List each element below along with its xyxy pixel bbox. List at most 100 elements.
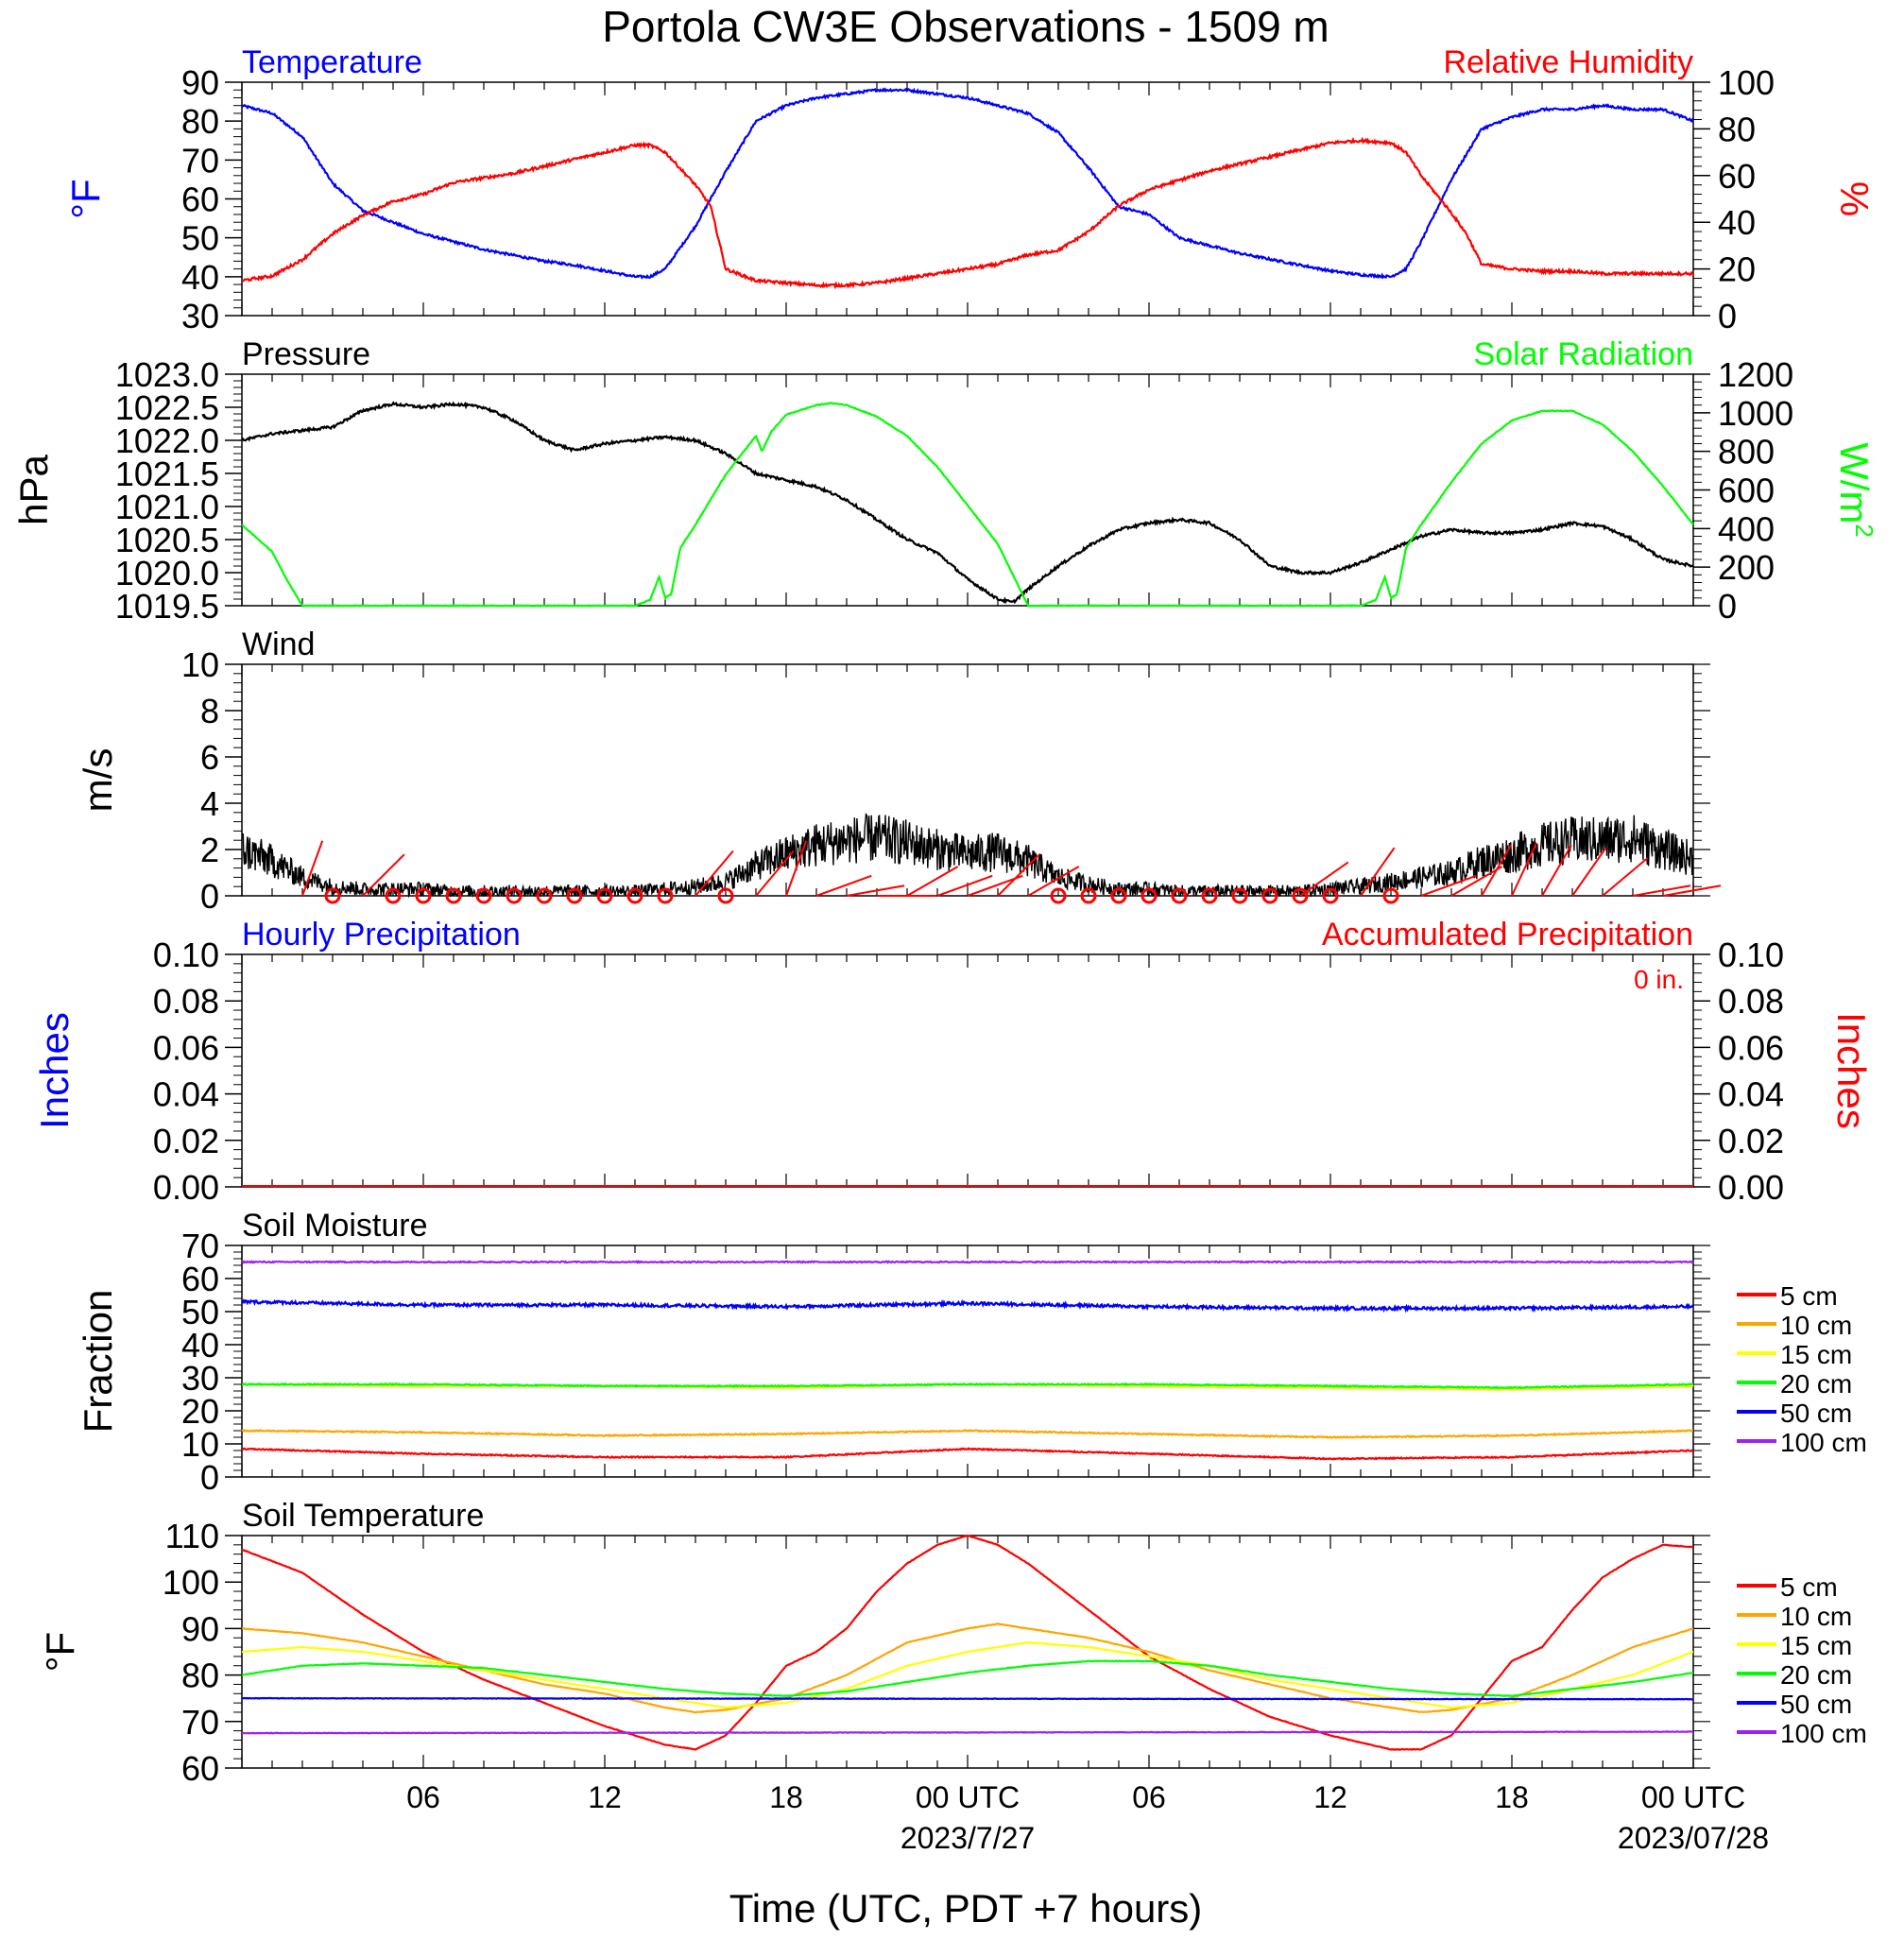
legend-label: 15 cm (1780, 1631, 1852, 1660)
wind-barb (906, 866, 959, 897)
wind-calm-circle (717, 887, 734, 904)
legend-label: 50 cm (1780, 1399, 1852, 1428)
wind-calm-circle (1261, 887, 1278, 904)
soilm-left-title: Soil Moisture (242, 1208, 428, 1244)
precip-y2tick-label: 0.08 (1718, 982, 1784, 1021)
soilm-ytick-label: 30 (181, 1359, 219, 1398)
wind-barb (1571, 847, 1607, 897)
x-tick-date-label: 2023/7/27 (901, 1821, 1035, 1855)
wind-calm-circle (1080, 887, 1097, 904)
temp-ytick-label: 90 (181, 63, 219, 102)
wind-barb (755, 850, 795, 897)
soilt-ytick-label: 100 (163, 1563, 219, 1602)
precip-accum-total: 0 in. (1634, 965, 1684, 994)
soilm-ytick-label: 50 (181, 1293, 219, 1331)
temp-series-relative-humidity (241, 136, 1694, 290)
soilm-ytick-label: 0 (200, 1458, 219, 1497)
press-right-title: Solar Radiation (1474, 336, 1693, 372)
press-right-units-sup: 2 (1850, 524, 1878, 537)
wind-barb (1450, 866, 1503, 897)
press-ytick-label: 1023.0 (115, 355, 219, 394)
soilt-ytick-label: 90 (181, 1609, 219, 1648)
temp-right-title: Relative Humidity (1443, 44, 1693, 80)
legend-label: 20 cm (1780, 1369, 1852, 1399)
legend-label: 100 cm (1780, 1428, 1867, 1457)
soilm-ytick-label: 20 (181, 1392, 219, 1431)
wind-calm-circle (626, 887, 643, 904)
wind-calm-circle (1292, 887, 1309, 904)
soilm-series-10-cm (241, 1429, 1694, 1439)
temp-ytick-label: 30 (181, 297, 219, 335)
wind-ytick-label: 10 (181, 645, 219, 684)
wind-barb (301, 840, 324, 897)
temp-series-temperature (241, 87, 1694, 280)
press-y2tick-label: 1000 (1718, 394, 1793, 433)
precip-ytick-label: 0.08 (153, 982, 219, 1021)
soilt-ytick-label: 110 (165, 1517, 219, 1555)
press-y2tick-label: 1200 (1718, 355, 1793, 394)
wind-barb (1299, 861, 1349, 897)
wind-ytick-label: 2 (200, 831, 219, 869)
x-tick-label: 12 (1313, 1780, 1347, 1814)
wind-barb (936, 874, 993, 897)
press-y2tick-label: 800 (1718, 433, 1775, 472)
x-tick-label: 18 (1495, 1780, 1529, 1814)
precip-left-units: Inches (32, 1012, 77, 1129)
wind-calm-circle (1141, 887, 1158, 904)
precip-ytick-label: 0.10 (153, 936, 219, 974)
wind-barb (846, 884, 905, 897)
soilm-ytick-label: 40 (181, 1326, 219, 1365)
wind-calm-circle (385, 887, 402, 904)
press-y2tick-label: 400 (1718, 509, 1775, 548)
wind-barb (1360, 847, 1396, 897)
precip-y2tick-label: 0.04 (1718, 1075, 1784, 1114)
press-left-title: Pressure (242, 336, 370, 372)
precip-ytick-label: 0.04 (153, 1075, 219, 1114)
precip-y2tick-label: 0.02 (1718, 1122, 1784, 1160)
wind-barb (362, 853, 405, 897)
precip-y2tick-label: 0.10 (1718, 936, 1784, 974)
wind-barb (785, 840, 808, 897)
wind-calm-circle (596, 887, 613, 904)
wind-left-units: m/s (76, 748, 120, 813)
soilt-left-title: Soil Temperature (242, 1498, 484, 1534)
panel-soilt: 60 70 80 90 100 110 Soil Temperature °F (38, 1498, 1710, 1788)
legend-label: 50 cm (1780, 1690, 1852, 1719)
soilt-ytick-label: 70 (181, 1703, 219, 1742)
temp-y2tick-label: 0 (1718, 297, 1737, 335)
wind-barb (695, 850, 734, 897)
wind-calm-circle (324, 887, 341, 904)
wind-calm-circle (1322, 887, 1339, 904)
press-series-pressure (241, 401, 1694, 605)
press-ytick-label: 1020.5 (115, 521, 219, 559)
wind-ytick-label: 6 (200, 738, 219, 777)
temp-ytick-label: 50 (181, 219, 219, 258)
legend-label: 10 cm (1780, 1602, 1852, 1631)
precip-ytick-label: 0.06 (153, 1028, 219, 1067)
soilm-ytick-label: 70 (181, 1227, 219, 1265)
temp-right-units: % (1832, 181, 1877, 216)
wind-calm-circle (657, 887, 674, 904)
soilm-ytick-label: 60 (181, 1260, 219, 1298)
soilm-ytick-label: 10 (181, 1425, 219, 1464)
temp-y2tick-label: 80 (1718, 110, 1756, 148)
legend-label: 5 cm (1780, 1572, 1838, 1602)
x-axis: 06 12 18 00 UTC 2023/7/27 06 12 18 00 UTC 2023/07… (406, 1780, 1769, 1855)
precip-right-units: Inches (1829, 1012, 1874, 1129)
wind-barb (1481, 844, 1512, 897)
wind-calm-circle (566, 887, 583, 904)
wind-calm-circle (1110, 887, 1127, 904)
wind-calm-circle (1050, 887, 1067, 904)
panel-precip: 0.00 0.02 0.04 0.06 0.08 0.10 0.00 0.02 0.04 0.06… (32, 917, 1874, 1207)
figure-title: Portola CW3E Observations - 1509 m (602, 2, 1329, 51)
precip-y2tick-label: 0.06 (1718, 1028, 1784, 1067)
press-ytick-label: 1022.0 (115, 421, 219, 460)
temp-y2tick-label: 100 (1718, 63, 1775, 102)
temp-ytick-label: 70 (181, 141, 219, 180)
wind-calm-circle (415, 887, 432, 904)
wind-barb (1541, 844, 1572, 897)
precip-y2tick-label: 0.00 (1718, 1168, 1784, 1207)
